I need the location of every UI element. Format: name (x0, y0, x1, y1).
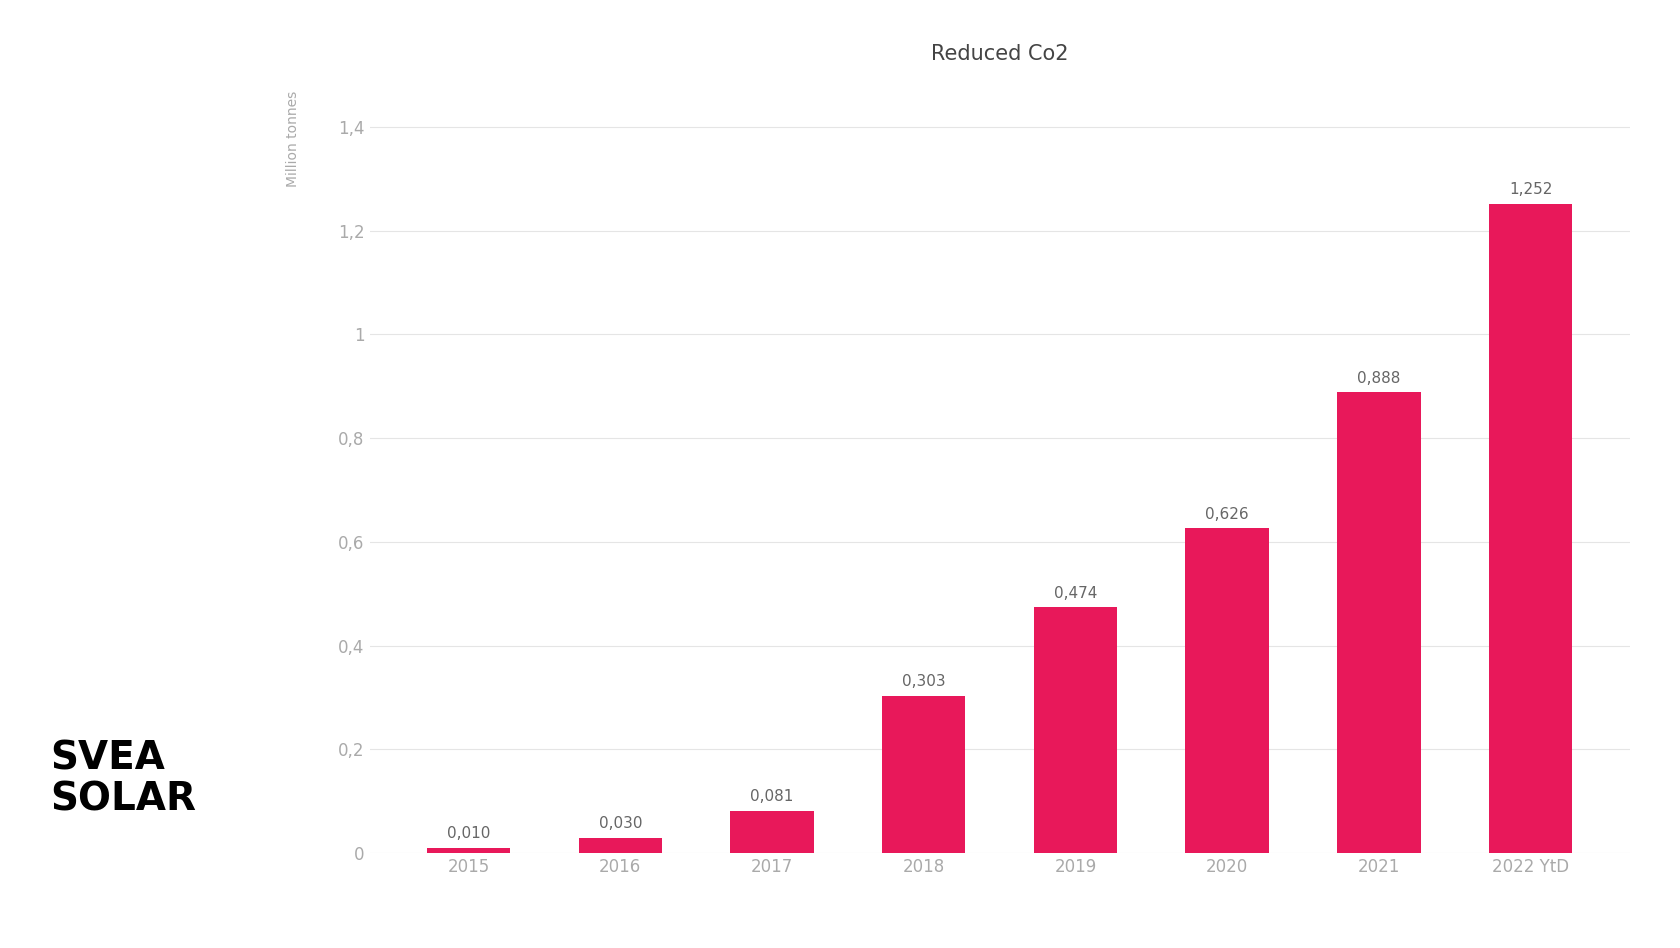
Bar (1186, 528, 1268, 853)
Text: 0,303: 0,303 (902, 674, 946, 689)
Text: 0,081: 0,081 (751, 790, 793, 805)
Text: 0,626: 0,626 (1205, 506, 1248, 521)
Y-axis label: Million tonnes: Million tonnes (286, 91, 301, 187)
Text: 0,888: 0,888 (1357, 371, 1401, 386)
Text: 0,474: 0,474 (1053, 586, 1097, 600)
Bar (882, 696, 966, 853)
Text: 0,030: 0,030 (598, 816, 642, 830)
Bar (578, 838, 662, 853)
Bar (427, 848, 511, 853)
Text: 0,010: 0,010 (447, 827, 491, 841)
Title: Reduced Co2: Reduced Co2 (931, 45, 1068, 64)
Bar (1033, 608, 1117, 853)
Text: 1,252: 1,252 (1509, 182, 1552, 197)
Bar (1337, 392, 1421, 853)
Bar (1488, 204, 1572, 853)
Text: SVEA
SOLAR: SVEA SOLAR (50, 739, 197, 818)
Bar (731, 811, 813, 853)
